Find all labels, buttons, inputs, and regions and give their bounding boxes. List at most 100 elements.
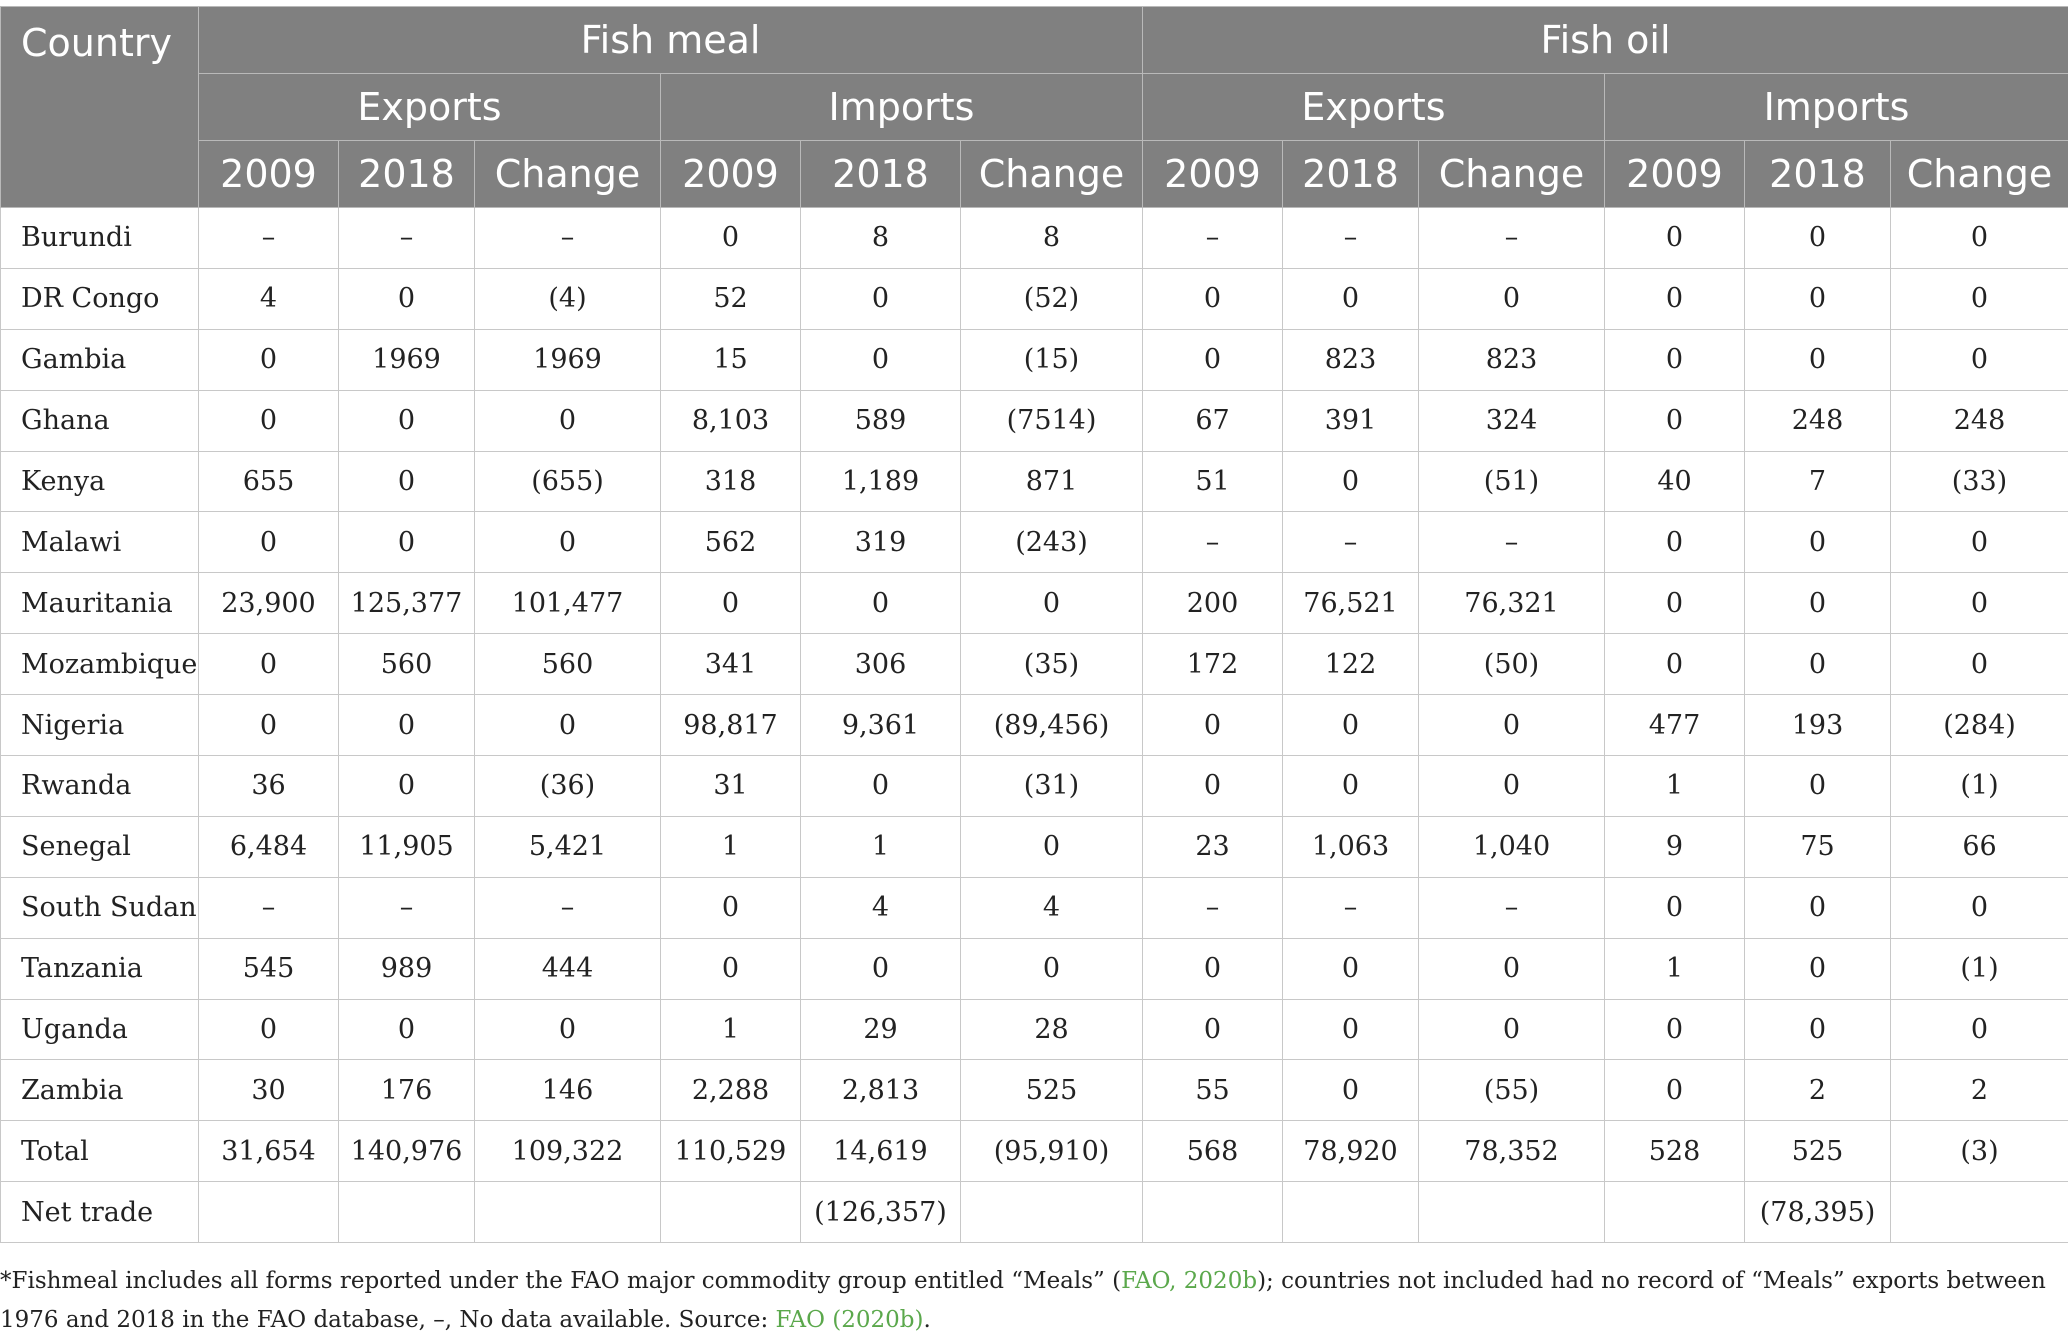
value-cell: 0 [660, 937, 801, 1000]
country-cell: South Sudan [0, 876, 199, 939]
value-cell: – [1418, 207, 1606, 269]
value-cell: – [338, 876, 475, 939]
value-cell: 76,321 [1418, 572, 1606, 635]
value-cell: – [198, 207, 339, 269]
column-header: 2009 [198, 140, 339, 208]
value-cell: 172 [1142, 633, 1284, 696]
value-cell: 15 [660, 328, 801, 391]
value-cell: (51) [1418, 450, 1606, 513]
value-cell: 1 [1604, 755, 1746, 817]
group-header-fish-meal: Fish meal [197, 6, 1144, 74]
value-cell: (50) [1418, 633, 1606, 696]
table-row: Net trade (126,357) (78,395) [0, 1181, 2068, 1244]
value-cell: – [1282, 511, 1420, 574]
value-cell: 0 [1744, 328, 1892, 391]
value-cell: 0 [1604, 511, 1746, 574]
value-cell: 0 [474, 694, 661, 757]
value-cell: (33) [1890, 450, 2068, 513]
value-cell: 0 [1604, 998, 1746, 1061]
value-cell: 52 [660, 267, 801, 330]
value-cell: 29 [800, 998, 961, 1061]
value-cell: 0 [1282, 1059, 1420, 1122]
value-cell: 0 [1604, 876, 1746, 939]
value-cell: 0 [198, 511, 339, 574]
value-cell: 0 [1744, 267, 1892, 330]
value-cell: (89,456) [959, 694, 1144, 757]
value-cell: 78,352 [1418, 1120, 1606, 1183]
value-cell: 0 [660, 876, 801, 939]
value-cell: 23 [1142, 815, 1284, 878]
header-row-groups: Country Fish meal Fish oil [0, 6, 2068, 208]
value-cell: 248 [1744, 389, 1892, 452]
column-header: Change [1418, 140, 1606, 208]
footnote-text: ); countries not included had no record … [0, 1268, 2046, 1333]
value-cell: 0 [474, 511, 661, 574]
value-cell: 0 [1142, 755, 1284, 817]
table-row: Uganda 0 0 0 1 29 28 0 0 0 0 0 0 [0, 998, 2068, 1061]
country-cell: Nigeria [0, 694, 199, 757]
value-cell: 0 [1604, 389, 1746, 452]
value-cell: 0 [1604, 328, 1746, 391]
value-cell: 1,189 [800, 450, 961, 513]
footnote-link-fao-2020b-source[interactable]: FAO (2020b) [775, 1307, 924, 1333]
value-cell: 0 [1282, 450, 1420, 513]
table-row: Total 31,654 140,976 109,322 110,529 14,619 (9… [0, 1120, 2068, 1183]
value-cell: 0 [198, 328, 339, 391]
value-cell: 0 [198, 694, 339, 757]
value-cell: 0 [1890, 572, 2068, 635]
value-cell: 2,813 [800, 1059, 961, 1122]
value-cell: 0 [198, 998, 339, 1061]
value-cell: 0 [338, 267, 475, 330]
value-cell: 0 [1418, 755, 1606, 817]
value-cell: (1) [1890, 755, 2068, 817]
value-cell: 2,288 [660, 1059, 801, 1122]
value-cell: 125,377 [338, 572, 475, 635]
footnote-link-fao-2020b[interactable]: FAO, 2020b [1121, 1268, 1258, 1294]
value-cell: 0 [1282, 267, 1420, 330]
country-cell: Mozambique [0, 633, 199, 696]
value-cell: 31,654 [198, 1120, 339, 1183]
value-cell: – [1142, 207, 1284, 269]
value-cell: (655) [474, 450, 661, 513]
value-cell: 0 [1744, 937, 1892, 1000]
value-cell: 0 [1890, 207, 2068, 269]
value-cell: 9,361 [800, 694, 961, 757]
value-cell: 0 [800, 755, 961, 817]
value-cell: 2 [1890, 1059, 2068, 1122]
value-cell: 0 [1890, 998, 2068, 1061]
table-row: Zambia 30 176 146 2,288 2,813 525 55 0 (55) 0 2 2 [0, 1059, 2068, 1122]
column-header: 2018 [338, 140, 475, 208]
value-cell [1418, 1181, 1606, 1244]
value-cell: 318 [660, 450, 801, 513]
table-row: Burundi – – –0 8 8– – –0 0 0 [0, 207, 2068, 269]
value-cell: 75 [1744, 815, 1892, 878]
value-cell: 0 [800, 328, 961, 391]
value-cell: 562 [660, 511, 801, 574]
value-cell: 324 [1418, 389, 1606, 452]
value-cell: 525 [959, 1059, 1144, 1122]
value-cell: 528 [1604, 1120, 1746, 1183]
value-cell: 560 [338, 633, 475, 696]
value-cell: (78,395) [1744, 1181, 1892, 1244]
value-cell: 0 [1604, 1059, 1746, 1122]
value-cell [1282, 1181, 1420, 1244]
header-row-subgroups: Exports Imports Exports Imports [1, 73, 2068, 141]
value-cell: 0 [1282, 755, 1420, 817]
value-cell: 11,905 [338, 815, 475, 878]
group-header-fish-oil: Fish oil [1142, 6, 2068, 74]
column-header: 2018 [800, 140, 961, 208]
column-header: 2009 [1604, 140, 1746, 208]
value-cell: 0 [660, 207, 801, 269]
table-row: Rwanda 36 0 (36) 31 0 (31) 0 0 0 1 0 (1) [0, 755, 2068, 817]
value-cell: (35) [959, 633, 1144, 696]
country-cell: Malawi [0, 511, 199, 574]
value-cell: 2 [1744, 1059, 1892, 1122]
value-cell: 0 [1744, 876, 1892, 939]
value-cell: – [1142, 511, 1284, 574]
value-cell: 1 [660, 815, 801, 878]
value-cell [474, 1181, 661, 1244]
value-cell: 0 [198, 633, 339, 696]
subgroup-header-meal-imports: Imports [659, 73, 1144, 141]
table-footnote: *Fishmeal includes all forms reported un… [0, 1262, 2060, 1340]
value-cell: 14,619 [800, 1120, 961, 1183]
